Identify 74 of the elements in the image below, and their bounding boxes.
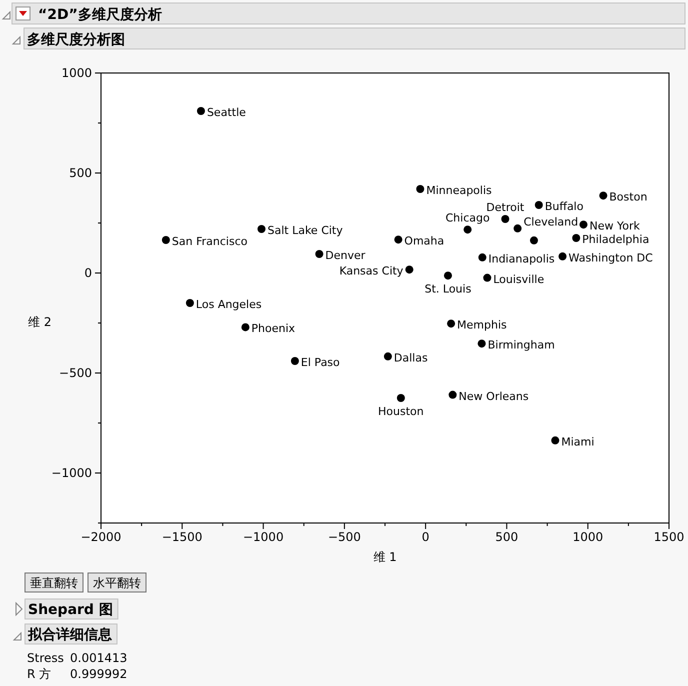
annotation: Boston (609, 190, 648, 204)
x-tick-label: 1000 (572, 530, 604, 544)
point (290, 357, 299, 365)
annotation: Buffalo (544, 200, 584, 213)
point (394, 236, 402, 244)
header: “2D”多维尺度分析 多维尺度分析图 (2, 2, 686, 50)
annotation: Seattle (206, 106, 246, 119)
point (599, 192, 608, 200)
annotation: Miami (561, 435, 594, 448)
annotation: San Francisco (172, 235, 248, 248)
annotation: Salt Lake City (268, 224, 344, 237)
chart-subtitle: 多维尺度分析图 (27, 31, 125, 48)
annotation: Cleveland (524, 215, 578, 228)
point (551, 436, 560, 444)
annotation: New York (589, 220, 640, 233)
x-tick-label: −1000 (242, 530, 284, 544)
annotation: Chicago (445, 212, 490, 225)
annotation: Louisville (493, 272, 544, 286)
annotation: Birmingham (488, 338, 555, 352)
point (514, 224, 522, 232)
y-tick-label: 1000 (61, 66, 92, 80)
annotation: Los Angeles (196, 298, 262, 311)
point (501, 215, 510, 223)
point (464, 226, 472, 234)
annotation: St. Louis (424, 282, 472, 296)
point (478, 340, 486, 348)
annotation: Omaha (404, 234, 444, 248)
point (396, 394, 405, 402)
annotation: Philadelphia (582, 233, 650, 246)
point (483, 274, 492, 282)
x-tick-label: 1500 (654, 530, 684, 544)
y-tick-label: 500 (69, 166, 92, 180)
x-tick-label: 0 (422, 530, 430, 544)
chart-title: “2D”多维尺度分析 (38, 6, 162, 23)
annotation: Detroit (486, 201, 525, 214)
annotation: Denver (325, 249, 366, 262)
annotation: Memphis (457, 318, 508, 332)
y-tick-label: −500 (59, 366, 92, 380)
y-axis-title: 维 2 (28, 315, 52, 329)
annotation: Houston (378, 405, 424, 418)
point (186, 299, 194, 307)
annotation: Washington DC (568, 251, 654, 264)
annotation: Minneapolis (426, 184, 492, 197)
annotation: El Paso (300, 356, 340, 369)
y-tick-label: −1000 (51, 466, 92, 480)
notes: 垂直翻转 水平翻转 Shepard 图 拟合详细信息 Stress 0.001413 R 方 0.999992 (12, 572, 146, 681)
point (405, 266, 414, 274)
point (241, 323, 250, 332)
annotation: Phoenix (251, 322, 296, 336)
annotation: New Orleans (458, 390, 529, 403)
point (572, 234, 580, 242)
x-tick-label: −2000 (80, 530, 122, 544)
point (444, 272, 452, 280)
point (448, 390, 457, 399)
point (534, 201, 543, 209)
point (258, 225, 266, 233)
y-tick-label: 0 (84, 266, 92, 280)
point (530, 236, 538, 244)
point (315, 250, 324, 258)
point (558, 252, 567, 260)
x-tick-label: 500 (495, 530, 518, 544)
point (196, 107, 205, 115)
x-tick-label: −1500 (162, 530, 202, 544)
point (478, 253, 486, 262)
annotation: Indianapolis (488, 252, 555, 266)
x-tick-label: −500 (328, 530, 361, 544)
x-axis-title: 维 1 (373, 550, 397, 564)
point (416, 185, 424, 193)
point (447, 320, 456, 328)
point (579, 220, 588, 229)
annotation: Dallas (394, 351, 428, 364)
point (384, 352, 392, 360)
annotation: Kansas City (339, 264, 404, 278)
point (162, 236, 170, 244)
